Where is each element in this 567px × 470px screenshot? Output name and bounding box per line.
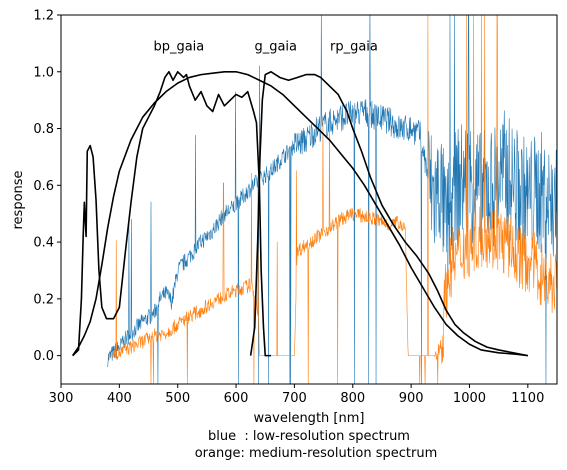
x-tick-label: 700 xyxy=(282,391,307,406)
filter-annotations: bp_gaia g_gaia rp_gaia xyxy=(153,40,377,55)
x-axis-ticks: 300 400 500 600 700 800 900 1000 1100 xyxy=(49,384,544,406)
y-tick-label: 0.2 xyxy=(33,292,54,307)
plot-frame xyxy=(60,14,558,385)
y-tick-label: 0.6 xyxy=(33,179,54,194)
y-tick-label: 0.4 xyxy=(33,236,54,251)
x-tick-label: 800 xyxy=(340,391,365,406)
x-tick-label: 900 xyxy=(399,391,424,406)
y-axis-ticks: 0.0 0.2 0.4 0.6 0.8 1.0 1.2 xyxy=(33,9,61,364)
annotation-rp-gaia: rp_gaia xyxy=(330,40,378,55)
x-tick-label: 1100 xyxy=(511,391,544,406)
series-line-rp-gaia xyxy=(249,70,528,357)
y-tick-label: 1.0 xyxy=(33,65,54,80)
y-axis-label: response xyxy=(11,170,26,229)
series-line-medium-resolution-spectrum xyxy=(107,15,557,384)
x-tick-label: 1000 xyxy=(453,391,486,406)
y-tick-label: 0.0 xyxy=(33,349,54,364)
annotation-g-gaia: g_gaia xyxy=(254,40,297,55)
x-tick-label: 600 xyxy=(224,391,249,406)
x-axis-label: wavelength [nm] xyxy=(254,411,365,426)
caption-line-blue: blue : low-resolution spectrum xyxy=(208,429,410,444)
caption-line-orange: orange: medium-resolution spectrum xyxy=(195,446,438,461)
series-line-bp-gaia xyxy=(72,70,272,357)
x-tick-label: 500 xyxy=(165,391,190,406)
y-tick-label: 1.2 xyxy=(33,9,54,24)
annotation-bp-gaia: bp_gaia xyxy=(153,40,204,55)
y-tick-label: 0.8 xyxy=(33,122,54,137)
series-line-g-gaia xyxy=(72,70,528,357)
x-tick-label: 300 xyxy=(49,391,74,406)
series-layer xyxy=(72,15,557,384)
x-tick-label: 400 xyxy=(107,391,132,406)
